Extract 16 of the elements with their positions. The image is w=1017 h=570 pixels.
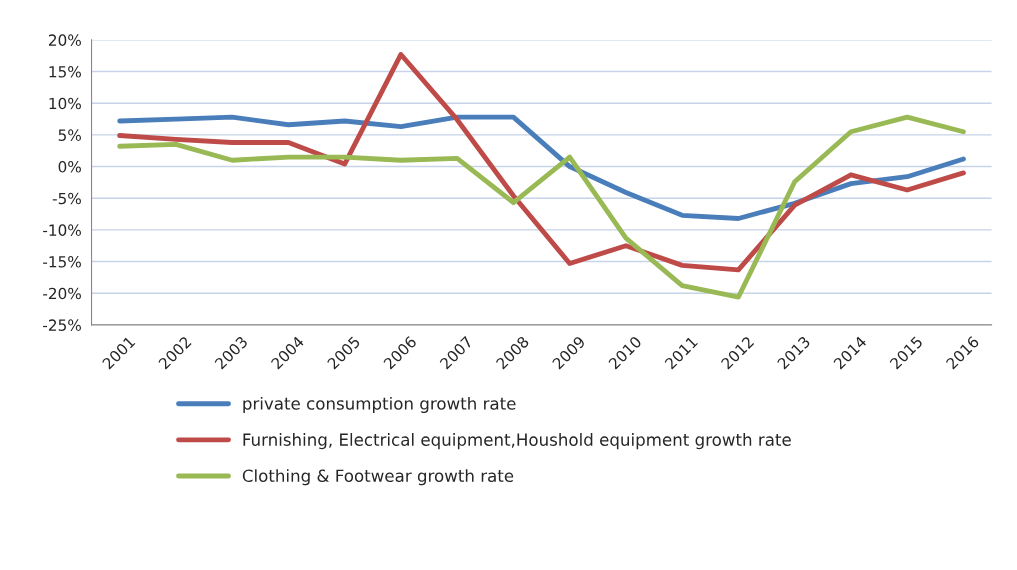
line-series xyxy=(117,114,966,300)
legend-label: Clothing & Footwear growth rate xyxy=(242,469,514,486)
y-tick-label: 10% xyxy=(49,97,81,110)
y-tick-label: -20% xyxy=(43,287,81,300)
y-tick-label: 5% xyxy=(58,129,81,141)
y-tick-label: 20% xyxy=(48,34,81,46)
line-series xyxy=(117,114,966,221)
y-tick-label: 0% xyxy=(58,161,81,173)
legend-label: Furnishing, Electrical equipment,Houshold equipment growth rate xyxy=(243,433,791,450)
y-tick-label: -5% xyxy=(52,192,81,205)
y-tick-label: 15% xyxy=(49,66,81,78)
line-series xyxy=(117,52,966,273)
legend-label: private consumption growth rate xyxy=(243,396,516,414)
y-tick-label: -15% xyxy=(43,256,81,268)
y-tick-label: -10% xyxy=(43,224,81,236)
y-tick-label: -25% xyxy=(43,319,81,331)
